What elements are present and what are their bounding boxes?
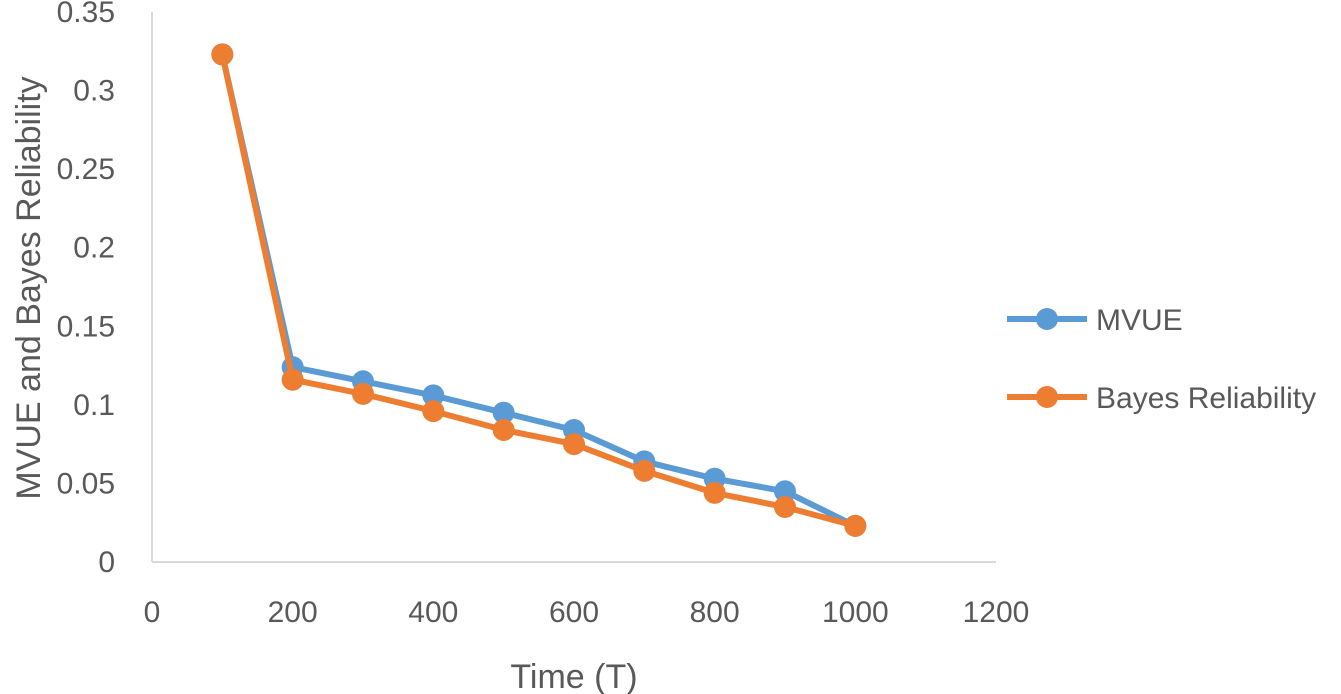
y-tick-label: 0.05 <box>57 467 115 500</box>
series-1-point <box>844 514 867 537</box>
x-tick-label: 600 <box>549 596 599 629</box>
y-tick-labels: 0 0.05 0.1 0.15 0.2 0.25 0.3 0.35 <box>57 0 115 579</box>
series-1-point <box>352 382 374 405</box>
x-tick-label: 200 <box>268 596 318 629</box>
series-line-0 <box>219 51 859 529</box>
x-tick-labels: 0 200 400 600 800 1000 1200 <box>144 596 1030 629</box>
y-tick-label: 0.3 <box>73 75 115 108</box>
series-1-point <box>774 496 796 518</box>
y-tick-label: 0.35 <box>57 0 115 29</box>
series-1-point <box>492 419 515 441</box>
y-axis-title: MVUE and Bayes Reliability <box>10 76 48 499</box>
series-1-point <box>422 400 445 423</box>
plot-area: 0 0.05 0.1 0.15 0.2 0.25 0.3 0.35 0 200 400 600 800… <box>57 0 1030 629</box>
legend-marker-0 <box>1036 308 1058 330</box>
x-tick-label: 0 <box>144 596 161 629</box>
y-tick-label: 0.2 <box>73 232 115 265</box>
series-1-point <box>703 481 726 504</box>
series-1-point <box>211 43 234 66</box>
series-0-point <box>492 401 515 424</box>
y-tick-label: 0 <box>98 546 115 579</box>
series-1-point <box>281 368 304 391</box>
x-tick-label: 400 <box>408 596 458 629</box>
series-0-point <box>774 480 796 503</box>
x-tick-label: 800 <box>690 596 740 629</box>
series-line-1 <box>219 51 859 529</box>
y-tick-label: 0.15 <box>57 310 115 343</box>
legend: MVUE Bayes Reliability <box>1007 304 1316 415</box>
x-tick-label: 1200 <box>963 596 1030 629</box>
series-1-point <box>563 433 585 456</box>
y-tick-label: 0.25 <box>57 153 115 186</box>
y-tick-label: 0.1 <box>73 389 115 422</box>
series-layer <box>211 43 867 537</box>
x-tick-label: 1000 <box>822 596 889 629</box>
legend-marker-1 <box>1036 386 1058 408</box>
x-axis-title: Time (T) <box>510 658 637 694</box>
legend-label-1: Bayes Reliability <box>1096 382 1316 415</box>
series-1-point <box>633 459 656 482</box>
legend-label-0: MVUE <box>1096 304 1183 337</box>
series-0-point <box>422 384 445 407</box>
